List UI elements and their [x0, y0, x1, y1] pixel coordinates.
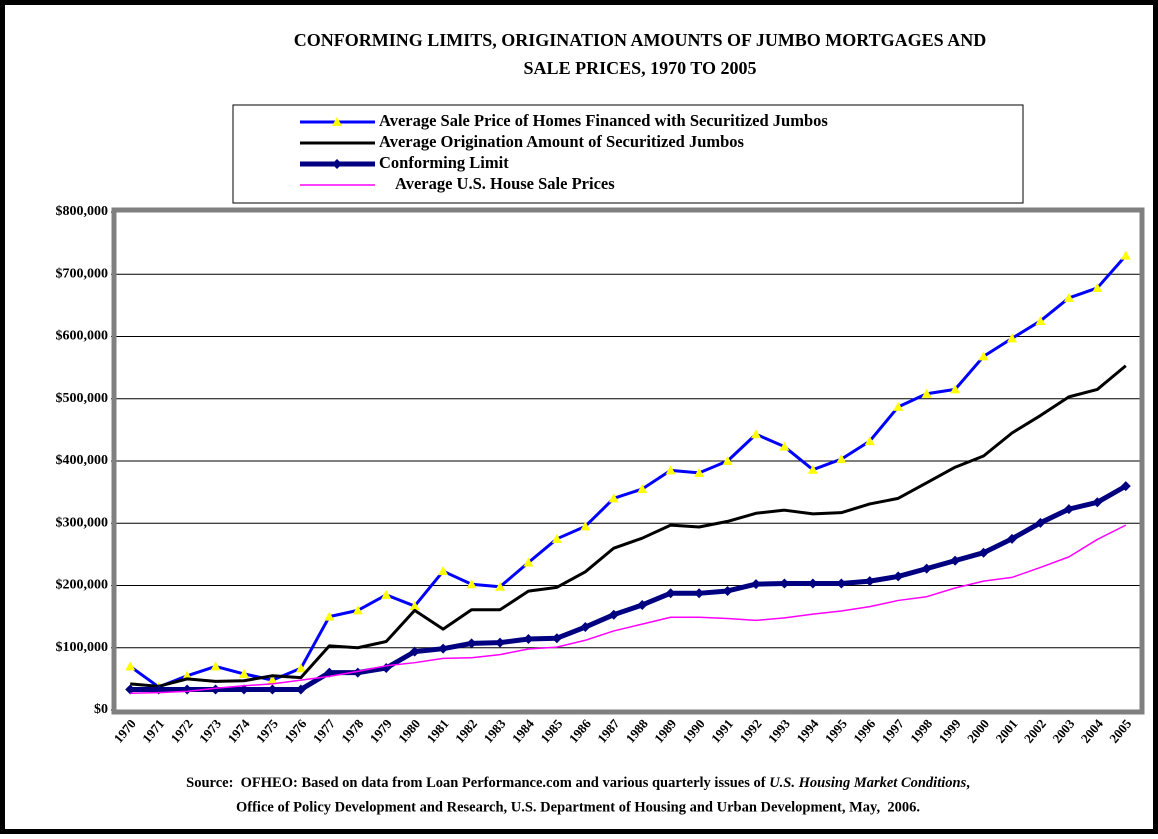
marker — [324, 611, 335, 621]
marker — [239, 668, 249, 678]
marker — [1007, 333, 1017, 343]
marker — [210, 684, 221, 695]
marker — [1120, 250, 1131, 260]
y-tick-label: $100,000 — [56, 640, 109, 655]
marker — [779, 441, 790, 451]
marker — [694, 588, 705, 599]
marker — [665, 465, 676, 475]
marker — [608, 609, 619, 620]
marker — [495, 637, 505, 648]
marker — [466, 638, 477, 649]
marker — [893, 401, 904, 411]
marker — [807, 578, 818, 589]
marker — [1092, 497, 1103, 508]
legend-label: Conforming Limit — [379, 153, 509, 172]
marker — [637, 599, 648, 610]
marker — [751, 429, 761, 439]
marker — [779, 578, 790, 589]
marker — [665, 588, 676, 599]
marker — [295, 663, 306, 673]
marker — [267, 675, 278, 685]
marker — [950, 384, 961, 394]
marker — [1007, 533, 1017, 544]
series-line — [130, 364, 1127, 688]
marker — [381, 589, 392, 599]
marker — [125, 684, 136, 695]
marker — [722, 456, 733, 465]
marker — [978, 351, 989, 361]
marker — [409, 646, 420, 657]
marker — [893, 571, 904, 582]
marker — [978, 547, 989, 558]
marker — [239, 684, 249, 695]
marker — [807, 464, 818, 474]
marker — [751, 579, 761, 590]
marker — [1035, 315, 1046, 325]
marker — [332, 117, 342, 126]
marker — [722, 585, 733, 596]
series-line — [130, 524, 1127, 694]
marker — [438, 643, 449, 654]
marker — [864, 576, 875, 587]
chart-title: CONFORMING LIMITS, ORIGINATION AMOUNTS O… — [294, 30, 986, 50]
marker — [1120, 481, 1131, 492]
legend-label: Average U.S. House Sale Prices — [395, 174, 615, 193]
marker — [608, 493, 619, 503]
marker — [1063, 504, 1074, 515]
y-tick-label: $400,000 — [56, 453, 109, 468]
marker — [551, 633, 562, 644]
marker — [523, 557, 534, 567]
marker — [921, 563, 932, 574]
marker — [324, 667, 335, 678]
marker — [836, 454, 847, 464]
marker — [1035, 517, 1046, 528]
marker — [182, 670, 193, 680]
legend-label: Average Sale Price of Homes Financed wit… — [379, 111, 828, 130]
marker — [694, 467, 705, 477]
y-tick-label: $200,000 — [56, 578, 109, 593]
marker — [1063, 292, 1074, 302]
series-line — [129, 254, 1127, 689]
marker — [950, 555, 961, 566]
marker — [409, 601, 420, 611]
marker — [580, 521, 591, 531]
marker — [295, 684, 306, 695]
marker — [352, 605, 363, 615]
source-note: Office of Policy Development and Researc… — [236, 799, 920, 815]
marker — [523, 634, 534, 645]
y-tick-label: $700,000 — [56, 266, 109, 281]
marker — [332, 159, 342, 169]
legend-label: Average Origination Amount of Securitize… — [379, 132, 745, 151]
marker — [551, 533, 562, 543]
marker — [637, 484, 648, 494]
marker — [438, 566, 449, 576]
marker — [267, 684, 278, 695]
marker — [1092, 282, 1103, 292]
chart-title: SALE PRICES, 1970 TO 2005 — [524, 58, 757, 78]
source-text: , — [966, 775, 970, 791]
marker — [125, 661, 136, 671]
y-tick-label: $500,000 — [56, 391, 109, 406]
y-tick-label: $800,000 — [56, 204, 109, 219]
y-tick-label: $0 — [94, 702, 108, 717]
y-tick-label: $300,000 — [56, 515, 109, 530]
source-text: Source: OFHEO: Based on data from Loan P… — [186, 775, 769, 791]
marker — [836, 578, 847, 589]
marker — [580, 622, 591, 633]
marker — [466, 579, 477, 589]
marker — [210, 661, 221, 671]
marker — [921, 388, 932, 398]
source-text: U.S. Housing Market Conditions — [769, 775, 966, 791]
y-tick-label: $600,000 — [56, 329, 109, 344]
marker — [864, 436, 875, 446]
source-note: Source: OFHEO: Based on data from Loan P… — [186, 775, 970, 791]
marker — [495, 581, 505, 591]
plot-area — [111, 207, 1145, 715]
